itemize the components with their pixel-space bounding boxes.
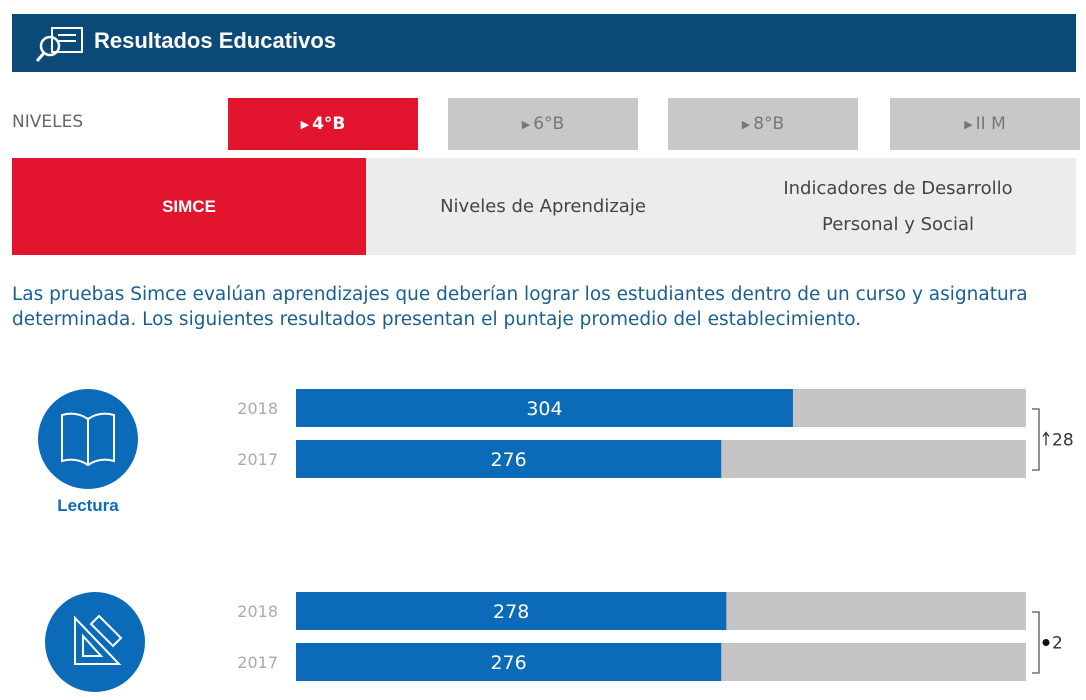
levels-label: NIVELES [12, 112, 84, 132]
bar [296, 389, 793, 427]
tab-label: 4°B [312, 114, 346, 134]
tab-label: 8°B [753, 114, 785, 134]
bracket [1032, 611, 1040, 674]
subject-icon [45, 592, 145, 692]
description: Las pruebas Simce evalúan aprendizajes q… [12, 284, 1028, 330]
tab-label: II M [975, 114, 1006, 134]
trend-same [1042, 639, 1050, 646]
year-label: 2018 [237, 602, 278, 621]
difference: 2 [1052, 634, 1063, 654]
tab-arrow: ▶ [964, 117, 973, 131]
tab-arrow: ▶ [741, 117, 751, 131]
year-label: 2018 [237, 399, 278, 418]
trend-up [1042, 431, 1050, 446]
difference: 28 [1052, 431, 1074, 451]
level-tab[interactable]: ▶ 8°B [668, 98, 858, 150]
level-tab[interactable]: ▶ 4°B [228, 98, 418, 150]
header-icon [35, 27, 83, 62]
bar-value: 276 [490, 449, 526, 471]
book-icon [61, 412, 115, 467]
bar-value: 276 [490, 652, 526, 674]
section-tab[interactable]: Indicadores de Desarrollo Personal y Soc… [720, 158, 1076, 255]
bar [296, 592, 727, 630]
bracket [1032, 408, 1040, 471]
section-tab[interactable]: Niveles de Aprendizaje [366, 158, 720, 255]
header-title: Resultados Educativos [94, 28, 337, 53]
level-tab[interactable]: ▶ II M [890, 98, 1080, 150]
tab-label: 6°B [533, 114, 565, 134]
tab-arrow: ▶ [521, 117, 531, 131]
bar [296, 643, 722, 681]
level-tab[interactable]: ▶ 6°B [448, 98, 638, 150]
year-label: 2017 [237, 653, 278, 672]
header: Resultados Educativos [12, 14, 1076, 72]
bar [296, 440, 722, 478]
bar-value: 278 [493, 601, 529, 623]
ruler-icon [74, 614, 123, 665]
section-tab[interactable]: SIMCE [12, 158, 366, 255]
bar-value: 304 [526, 398, 562, 420]
year-label: 2017 [237, 450, 278, 469]
subject-name: Lectura [57, 496, 119, 515]
tab-arrow: ▶ [300, 117, 310, 131]
